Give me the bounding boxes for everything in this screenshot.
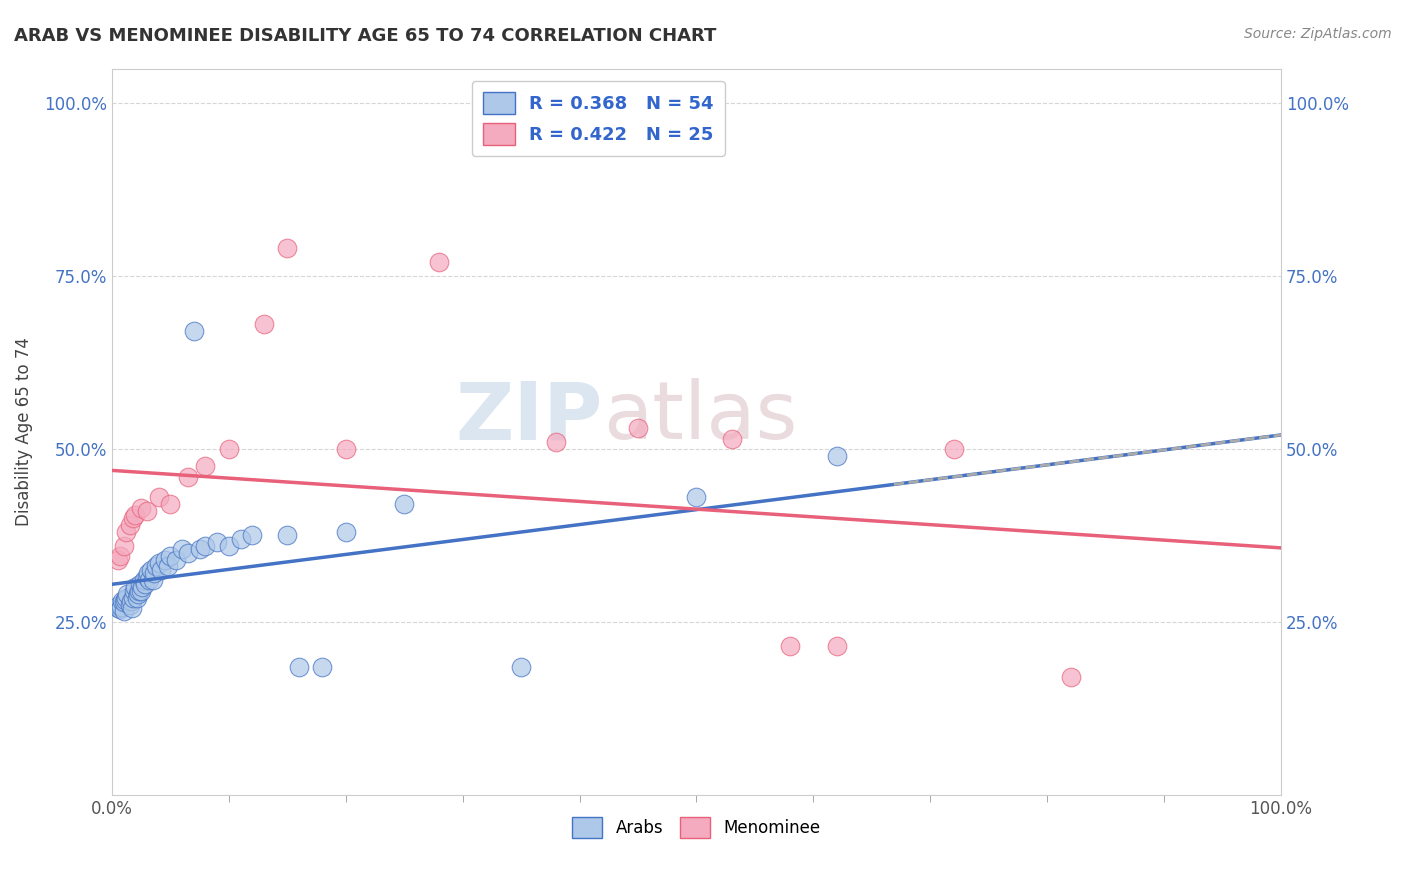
Y-axis label: Disability Age 65 to 74: Disability Age 65 to 74 (15, 337, 32, 526)
Point (128, 583, 150, 598)
Text: ARAB VS MENOMINEE DISABILITY AGE 65 TO 74 CORRELATION CHART: ARAB VS MENOMINEE DISABILITY AGE 65 TO 7… (14, 27, 717, 45)
Point (276, 528, 298, 542)
Point (627, 421, 650, 435)
Point (1059, 670, 1081, 684)
Point (136, 566, 159, 581)
Point (136, 504, 159, 518)
Point (112, 604, 135, 618)
Point (114, 592, 136, 607)
Point (311, 659, 333, 673)
Point (148, 491, 170, 505)
Point (120, 594, 142, 608)
Point (121, 601, 143, 615)
Point (177, 469, 200, 483)
Point (942, 442, 965, 456)
Point (159, 549, 181, 563)
Point (427, 255, 450, 269)
Point (143, 566, 166, 581)
Point (253, 318, 276, 332)
Point (118, 598, 141, 612)
Point (335, 524, 357, 539)
Point (124, 580, 146, 594)
Point (124, 508, 146, 522)
Point (205, 535, 228, 549)
Point (122, 591, 145, 605)
Point (115, 587, 138, 601)
Point (218, 442, 240, 456)
Point (546, 435, 568, 450)
Point (510, 659, 533, 673)
Point (115, 591, 138, 605)
Point (148, 556, 170, 570)
Point (188, 542, 211, 557)
Point (145, 559, 167, 574)
Point (112, 595, 135, 609)
Point (142, 574, 165, 588)
Point (153, 552, 176, 566)
Point (108, 602, 131, 616)
Point (122, 583, 145, 598)
Point (115, 524, 138, 539)
Point (118, 518, 141, 533)
Point (131, 580, 153, 594)
Point (335, 442, 357, 456)
Point (134, 576, 156, 591)
Point (183, 324, 205, 338)
Point (392, 497, 415, 511)
Point (229, 532, 252, 546)
Point (108, 549, 131, 563)
Point (157, 559, 180, 574)
Point (779, 639, 801, 653)
Point (122, 511, 145, 525)
Point (112, 539, 135, 553)
Point (107, 552, 129, 566)
Point (218, 539, 240, 553)
Point (172, 542, 194, 557)
Point (276, 241, 298, 255)
Point (825, 449, 848, 463)
Point (138, 574, 160, 588)
Legend: Arabs, Menominee: Arabs, Menominee (565, 811, 827, 845)
Point (136, 570, 159, 584)
Point (825, 639, 848, 653)
Point (720, 432, 742, 446)
Point (125, 591, 148, 605)
Point (111, 594, 134, 608)
Point (240, 528, 263, 542)
Point (150, 563, 173, 577)
Point (288, 659, 311, 673)
Point (129, 576, 152, 591)
Point (110, 599, 132, 614)
Point (194, 539, 217, 553)
Point (108, 598, 131, 612)
Text: ZIP: ZIP (456, 378, 603, 456)
Point (139, 563, 162, 577)
Point (194, 459, 217, 474)
Text: atlas: atlas (603, 378, 797, 456)
Point (177, 546, 200, 560)
Point (129, 500, 152, 515)
Point (685, 491, 707, 505)
Point (129, 583, 152, 598)
Point (132, 574, 155, 588)
Text: Source: ZipAtlas.com: Source: ZipAtlas.com (1244, 27, 1392, 41)
Point (165, 552, 187, 566)
Point (159, 497, 181, 511)
Point (107, 601, 129, 615)
Point (127, 587, 149, 601)
